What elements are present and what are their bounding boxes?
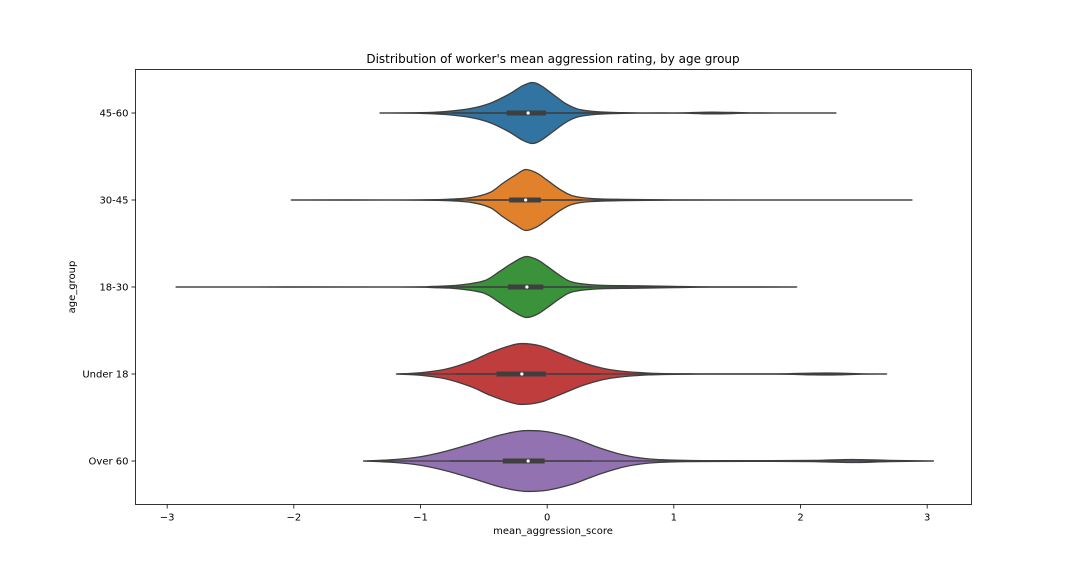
y-tick-label: 30-45 bbox=[99, 196, 128, 207]
x-tick-label: −1 bbox=[413, 513, 428, 524]
x-tick-label: 3 bbox=[924, 513, 930, 524]
violin-iqr-box bbox=[502, 458, 545, 464]
x-axis-ticks: −3 −2 −1 0 1 2 3 bbox=[160, 504, 930, 524]
violin-group bbox=[362, 429, 935, 493]
x-tick-label: 1 bbox=[671, 513, 677, 524]
violin-layer bbox=[175, 81, 935, 493]
violin-group bbox=[290, 168, 913, 232]
violin-group bbox=[175, 255, 798, 319]
x-tick-label: 0 bbox=[544, 513, 550, 524]
y-tick-label: 18-30 bbox=[99, 283, 128, 294]
violin-median-marker bbox=[524, 198, 528, 202]
y-axis-label: age_group bbox=[67, 261, 78, 314]
x-axis-label: mean_aggression_score bbox=[493, 526, 613, 537]
x-tick-label: −3 bbox=[160, 513, 175, 524]
violin-median-marker bbox=[526, 459, 530, 463]
violin-group bbox=[379, 81, 837, 145]
violin-median-marker bbox=[526, 111, 530, 115]
y-tick-label: Under 18 bbox=[82, 370, 128, 381]
violin-median-marker bbox=[525, 285, 529, 289]
violin-group bbox=[395, 342, 888, 406]
y-tick-label: 45-60 bbox=[99, 109, 128, 120]
y-tick-label: Over 60 bbox=[89, 457, 129, 468]
violin-iqr-box bbox=[506, 110, 546, 116]
y-axis-ticks: 45-60 30-45 18-30 Under 18 Over 60 bbox=[82, 109, 136, 468]
x-tick-label: −2 bbox=[286, 513, 301, 524]
x-tick-label: 2 bbox=[797, 513, 803, 524]
violin-median-marker bbox=[520, 372, 524, 376]
chart-title: Distribution of worker's mean aggression… bbox=[366, 52, 739, 66]
